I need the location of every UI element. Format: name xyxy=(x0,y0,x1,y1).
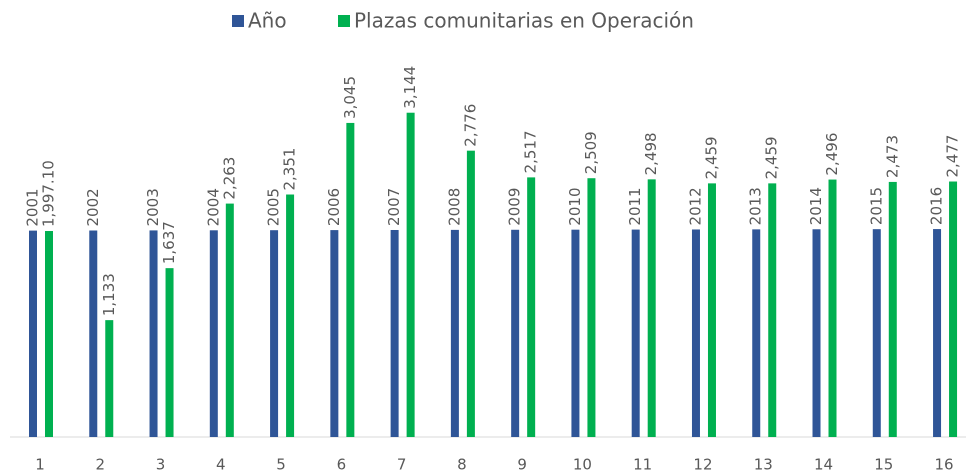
bar xyxy=(390,229,399,437)
value-label: 2,496 xyxy=(823,133,841,176)
bar xyxy=(812,229,821,437)
value-label: 2012 xyxy=(686,187,704,225)
bar xyxy=(933,229,942,437)
value-label: 2007 xyxy=(385,188,403,226)
x-tick-label: 15 xyxy=(874,456,893,474)
value-label: 2004 xyxy=(204,188,222,226)
bar xyxy=(89,230,98,437)
bar xyxy=(571,229,580,437)
bar xyxy=(631,229,640,437)
value-label: 2003 xyxy=(144,188,162,226)
value-label: 2005 xyxy=(265,188,283,226)
bar xyxy=(872,229,881,437)
bar xyxy=(406,112,415,437)
bar xyxy=(888,181,897,437)
value-label: 2014 xyxy=(807,187,825,225)
bar xyxy=(691,229,700,437)
bar xyxy=(225,203,234,437)
value-label: 2,263 xyxy=(220,157,238,200)
x-tick-label: 16 xyxy=(935,456,954,474)
bar xyxy=(450,229,459,437)
legend-swatch xyxy=(338,15,350,27)
x-tick-label: 1 xyxy=(35,456,45,474)
x-tick-label: 2 xyxy=(95,456,105,474)
bar xyxy=(647,179,656,438)
x-tick-label: 14 xyxy=(814,456,833,474)
bar xyxy=(286,194,295,437)
legend-label: Plazas comunitarias en Operación xyxy=(354,9,694,33)
bar xyxy=(209,230,218,437)
value-label: 2010 xyxy=(566,187,584,225)
legend-swatch xyxy=(232,15,244,27)
bar xyxy=(466,150,475,438)
value-label: 1,133 xyxy=(100,273,118,316)
value-label: 2,473 xyxy=(883,135,901,178)
x-tick-label: 9 xyxy=(517,456,527,474)
x-tick-label: 5 xyxy=(276,456,286,474)
value-label: 2,351 xyxy=(281,148,299,191)
value-label: 1,637 xyxy=(160,221,178,264)
value-label: 2002 xyxy=(84,188,102,226)
bar xyxy=(165,268,174,437)
bar xyxy=(949,181,958,437)
x-tick-label: 11 xyxy=(633,456,652,474)
value-label: 2,509 xyxy=(582,131,600,174)
bar xyxy=(45,231,53,437)
bar xyxy=(587,178,596,437)
x-tick-label: 6 xyxy=(337,456,347,474)
bar xyxy=(768,183,777,437)
bar xyxy=(527,177,536,437)
x-tick-label: 3 xyxy=(156,456,166,474)
value-label: 2016 xyxy=(928,187,946,225)
value-label: 2006 xyxy=(325,188,343,226)
value-label: 2,459 xyxy=(763,136,781,179)
bar xyxy=(270,230,279,437)
bar xyxy=(29,230,37,437)
value-label: 2,517 xyxy=(522,130,540,173)
x-tick-label: 7 xyxy=(397,456,407,474)
x-tick-label: 4 xyxy=(216,456,226,474)
value-label: 2009 xyxy=(506,188,524,226)
value-label: 2,498 xyxy=(642,132,660,175)
legend-label: Año xyxy=(248,9,287,33)
bar xyxy=(330,230,339,437)
x-tick-label: 12 xyxy=(693,456,712,474)
bar xyxy=(752,229,761,437)
value-label: 2011 xyxy=(626,187,644,225)
bar xyxy=(511,229,520,437)
value-label: 2015 xyxy=(867,187,885,225)
bar xyxy=(105,320,114,437)
x-tick-label: 8 xyxy=(457,456,467,474)
value-label: 2,776 xyxy=(461,104,479,147)
value-label: 2013 xyxy=(747,187,765,225)
bar xyxy=(149,230,158,437)
value-label: 2,477 xyxy=(944,135,962,178)
x-tick-label: 13 xyxy=(754,456,773,474)
value-label: 3,045 xyxy=(341,76,359,119)
value-label: 3,144 xyxy=(401,66,419,109)
x-tick-label: 10 xyxy=(573,456,592,474)
value-label: 2001 xyxy=(24,188,42,226)
value-label: 2008 xyxy=(445,188,463,226)
bar xyxy=(707,183,716,437)
bar xyxy=(828,179,837,438)
value-label: 1,997.10 xyxy=(40,160,58,227)
bar xyxy=(346,122,355,438)
value-label: 2,459 xyxy=(702,136,720,179)
